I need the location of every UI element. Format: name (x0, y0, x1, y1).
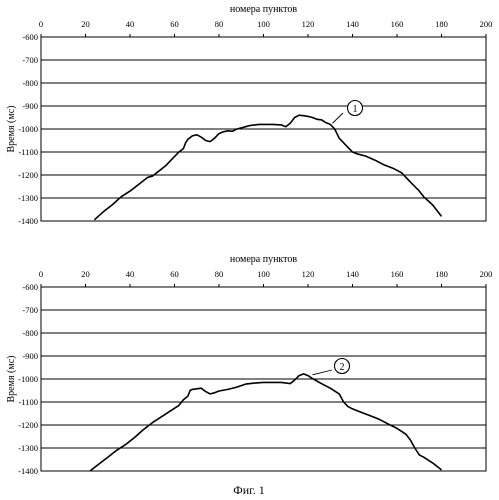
series-line (89, 373, 442, 472)
x-axis-title: номера пунктов (230, 4, 298, 15)
x-tick-label: 80 (215, 19, 224, 29)
chart-1: -600 -700 -800 -900 -1000 -1100 -1200 -1300 -140… (6, 4, 492, 226)
callout-number: 1 (353, 104, 358, 115)
x-tick-label: 60 (170, 19, 179, 29)
callout-circle (346, 99, 364, 117)
y-tick-label: -1200 (18, 170, 38, 180)
y-tick-label: -700 (22, 55, 38, 65)
y-tick-label: -800 (22, 328, 38, 338)
chart-2: -600 -700 -800 -900 -1000 -1100 -1200 -1300 -140… (6, 254, 492, 476)
y-tick-label: -1100 (18, 147, 38, 157)
y-tick-label: -600 (22, 282, 38, 292)
x-tick-label: 200 (480, 19, 493, 29)
x-tick-label: 80 (215, 269, 224, 279)
x-tick-label: 160 (391, 19, 404, 29)
figure-caption: Фиг. 1 (233, 483, 264, 497)
callout-leader (312, 369, 333, 376)
y-tick-label: -1300 (18, 193, 38, 203)
x-tick-label: 20 (81, 269, 90, 279)
y-tick-label: -1100 (18, 397, 38, 407)
x-tick-label: 180 (435, 19, 448, 29)
x-tick-label: 0 (39, 269, 43, 279)
x-tick-label: 140 (346, 19, 359, 29)
x-tick-label: 20 (81, 19, 90, 29)
x-tick-label: 160 (391, 269, 404, 279)
x-tick-label: 180 (435, 269, 448, 279)
x-tick-label: 60 (170, 269, 179, 279)
x-tick-label: 120 (302, 19, 315, 29)
x-tick-label: 40 (126, 269, 135, 279)
x-tick-label: 200 (480, 269, 493, 279)
x-tick-label: 140 (346, 269, 359, 279)
y-axis-title: Время (мс) (6, 356, 17, 403)
callout-circle (333, 357, 351, 375)
x-axis-title: номера пунктов (230, 254, 298, 265)
y-tick-label: -700 (22, 305, 38, 315)
x-tick-label: 100 (257, 269, 270, 279)
y-tick-label: -1400 (18, 466, 38, 476)
y-axis-title: Время (мс) (6, 106, 17, 153)
x-tick-label: 0 (39, 19, 43, 29)
y-tick-label: -1300 (18, 443, 38, 453)
y-tick-label: -1200 (18, 420, 38, 430)
x-tick-label: 100 (257, 19, 270, 29)
callout-leader (332, 112, 344, 124)
x-tick-label: 120 (302, 269, 315, 279)
y-tick-label: -1000 (18, 374, 38, 384)
y-tick-label: -1000 (18, 124, 38, 134)
y-tick-label: -900 (22, 101, 38, 111)
y-tick-label: -1400 (18, 216, 38, 226)
y-tick-label: -800 (22, 78, 38, 88)
series-line (93, 114, 443, 221)
x-tick-label: 40 (126, 19, 135, 29)
callout-number: 2 (340, 362, 345, 373)
y-tick-label: -900 (22, 351, 38, 361)
y-tick-label: -600 (22, 32, 38, 42)
